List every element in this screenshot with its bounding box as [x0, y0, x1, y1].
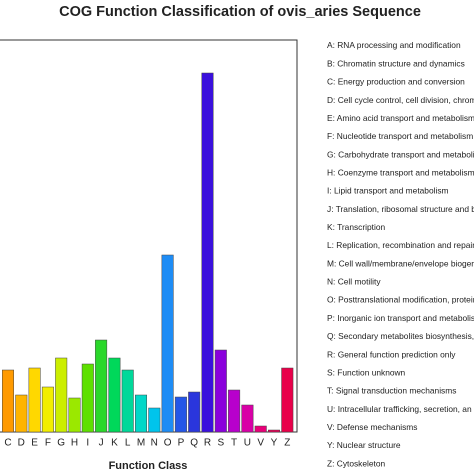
legend-entry: Z: Cytoskeleton [327, 458, 386, 468]
x-tick-label: Z [284, 438, 290, 449]
x-tick-label: J [99, 438, 104, 449]
bar [214, 349, 227, 433]
legend-entry: V: Defense mechanisms [327, 422, 417, 432]
x-tick-label: F [45, 438, 51, 449]
bar [268, 429, 280, 433]
bar [201, 72, 214, 433]
legend-entry: A: RNA processing and modification [327, 40, 461, 50]
bar [281, 367, 294, 433]
x-tick-label: I [86, 438, 89, 449]
legend-entry: S: Function unknown [327, 367, 406, 377]
x-tick-label: P [178, 438, 185, 449]
legend-entry: Q: Secondary metabolites biosynthesis, t [327, 331, 474, 341]
bar [28, 367, 41, 433]
x-tick-label: D [18, 438, 25, 449]
legend-entry: I: Lipid transport and metabolism [327, 186, 449, 196]
bar [108, 357, 121, 433]
legend-entry: R: General function prediction only [327, 349, 456, 359]
x-axis-title: Function Class [109, 460, 188, 472]
legend-entry: O: Posttranslational modification, prote… [327, 295, 474, 305]
legend-entry: T: Signal transduction mechanisms [327, 386, 456, 396]
x-tick-label: R [204, 438, 211, 449]
x-tick-label: E [31, 438, 38, 449]
legend-entry: B: Chromatin structure and dynamics [327, 58, 465, 68]
x-tick-label: Y [271, 438, 278, 449]
x-tick-label: M [137, 438, 145, 449]
bar [95, 339, 108, 433]
x-tick-label: G [57, 438, 65, 449]
bar [148, 407, 161, 433]
legend-entry: Y: Nuclear structure [327, 440, 401, 450]
legend-entry: K: Transcription [327, 222, 386, 232]
bar [135, 394, 147, 433]
bar [241, 404, 254, 433]
x-tick-label: Q [190, 438, 198, 449]
bar [41, 386, 54, 433]
legend-entry: C: Energy production and conversion [327, 77, 465, 87]
bar [188, 391, 201, 433]
legend-entry: E: Amino acid transport and metabolism [327, 113, 474, 123]
legend-entry: M: Cell wall/membrane/envelope biogene [327, 258, 474, 268]
x-tick-label: H [71, 438, 78, 449]
bar [174, 396, 187, 433]
x-tick-label: L [125, 438, 131, 449]
x-tick-label: N [151, 438, 158, 449]
legend-entry: U: Intracellular trafficking, secretion,… [327, 404, 472, 414]
bar [68, 397, 81, 433]
bar [161, 254, 174, 433]
x-tick-label: S [217, 438, 224, 449]
legend-entry: F: Nucleotide transport and metabolism [327, 131, 473, 141]
legend-entry: D: Cell cycle control, cell division, ch… [327, 95, 474, 105]
bar [121, 369, 134, 433]
x-tick-label: U [244, 438, 251, 449]
x-tick-label: O [164, 438, 172, 449]
legend-entry: J: Translation, ribosomal structure and … [327, 204, 474, 214]
legend-entry: N: Cell motility [327, 277, 381, 287]
bar [55, 357, 68, 433]
bar [228, 389, 241, 433]
chart-title: COG Function Classification of ovis_arie… [59, 4, 421, 20]
x-tick-label: T [231, 438, 237, 449]
bar [2, 369, 14, 433]
bar [81, 363, 94, 433]
x-tick-label: V [257, 438, 264, 449]
plot-frame [0, 39, 298, 433]
legend-entry: G: Carbohydrate transport and metabolis [327, 149, 474, 159]
legend-entry: P: Inorganic ion transport and metabolis [327, 313, 474, 323]
legend-entry: H: Coenzyme transport and metabolism [327, 167, 474, 177]
x-tick-label: K [111, 438, 118, 449]
legend-entry: L: Replication, recombination and repair [327, 240, 474, 250]
bar [254, 425, 267, 433]
bar [15, 394, 28, 433]
x-tick-label: C [4, 438, 11, 449]
